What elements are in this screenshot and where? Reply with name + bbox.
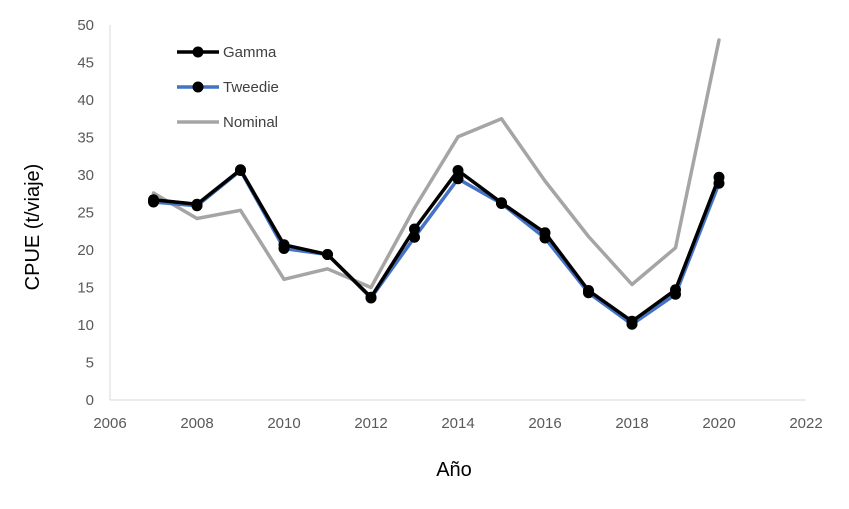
data-point-gamma xyxy=(583,285,594,296)
y-tick-label: 20 xyxy=(77,242,94,259)
legend-marker-gamma xyxy=(192,46,204,58)
axes xyxy=(109,25,806,401)
y-tick-label: 10 xyxy=(77,317,94,334)
data-point-gamma xyxy=(365,291,377,303)
legend: Gamma Tweedie Nominal xyxy=(177,44,279,131)
y-tick-label: 40 xyxy=(77,92,94,109)
y-tick-label: 35 xyxy=(77,130,94,147)
data-point-gamma xyxy=(496,197,507,209)
data-point-gamma xyxy=(539,227,551,239)
legend-label-gamma: Gamma xyxy=(223,44,277,61)
x-tick-label: 2018 xyxy=(615,415,648,432)
y-axis-title: CPUE (t/viaje) xyxy=(22,164,44,291)
data-point-gamma xyxy=(409,223,420,235)
x-tick-label: 2020 xyxy=(702,415,735,432)
y-tick-label: 50 xyxy=(77,17,94,34)
data-point-gamma xyxy=(235,164,246,176)
y-tick-label: 0 xyxy=(86,392,94,409)
data-point-gamma xyxy=(670,284,681,296)
y-tick-label: 5 xyxy=(86,355,94,372)
data-point-gamma xyxy=(191,198,203,210)
data-point-gamma xyxy=(452,165,464,176)
y-tick-label: 45 xyxy=(77,55,94,72)
x-tick-label: 2008 xyxy=(180,415,213,432)
x-tick-label: 2006 xyxy=(93,415,126,432)
x-tick-label: 2022 xyxy=(789,415,822,432)
data-point-gamma xyxy=(713,171,725,183)
series-line-nominal xyxy=(151,38,721,290)
y-tick-label: 30 xyxy=(77,167,94,184)
series-line-tweedie xyxy=(151,168,721,327)
tick-labels: 0 5 10 15 20 25 30 35 40 45 50 2006 2008 2010 2012 2014… xyxy=(77,17,822,432)
x-tick-label: 2012 xyxy=(354,415,387,432)
x-tick-label: 2010 xyxy=(267,415,300,432)
legend-label-tweedie: Tweedie xyxy=(223,79,279,96)
series-layer xyxy=(148,38,725,330)
y-tick-label: 15 xyxy=(77,280,94,297)
x-axis-title: Año xyxy=(436,459,472,481)
data-point-gamma xyxy=(148,194,159,206)
x-tick-label: 2014 xyxy=(441,415,474,432)
data-point-gamma xyxy=(278,239,290,251)
data-point-gamma xyxy=(626,315,638,327)
data-point-gamma xyxy=(322,249,333,260)
x-tick-label: 2016 xyxy=(528,415,561,432)
y-tick-label: 25 xyxy=(77,205,94,222)
legend-label-nominal: Nominal xyxy=(223,114,278,131)
series-line-gamma xyxy=(151,168,721,324)
legend-marker-tweedie xyxy=(192,81,204,93)
